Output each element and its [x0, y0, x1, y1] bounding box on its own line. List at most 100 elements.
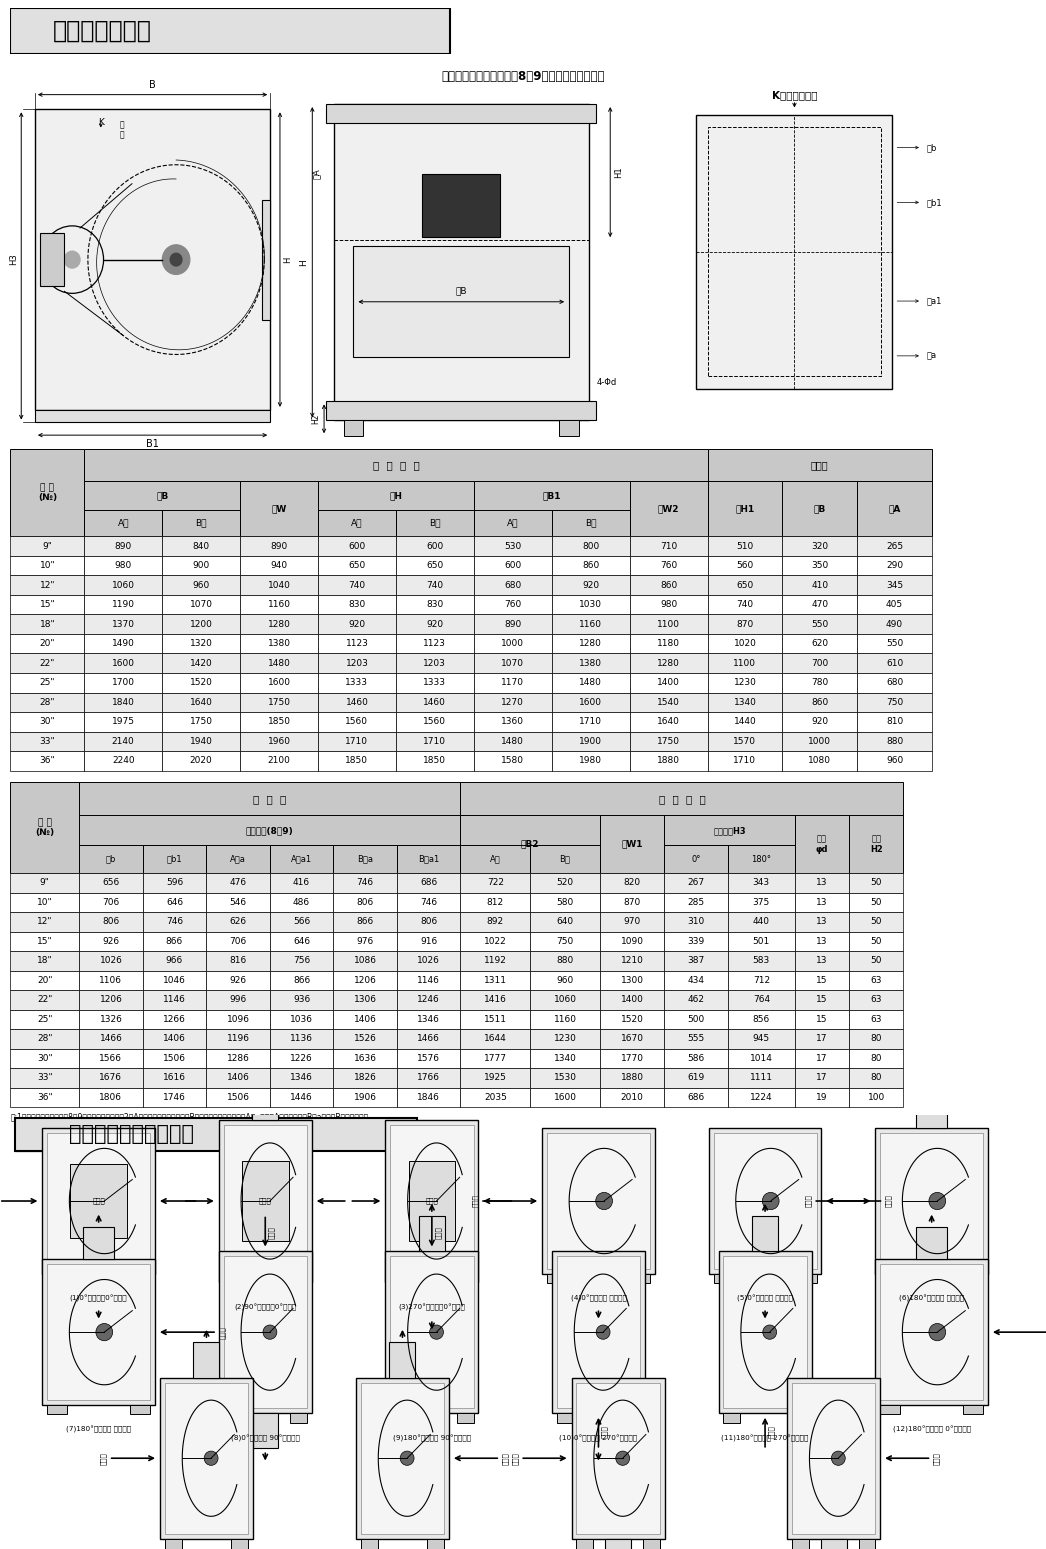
Text: 1777: 1777	[484, 1053, 507, 1063]
Bar	[551, 595, 630, 615]
Text: 980: 980	[660, 599, 677, 609]
Text: 320: 320	[812, 542, 828, 550]
Text: W: W	[457, 452, 465, 462]
Text: 1560: 1560	[424, 717, 447, 726]
Text: H: H	[282, 257, 292, 263]
Bar	[599, 971, 664, 990]
Text: 1146: 1146	[163, 996, 186, 1004]
Bar	[460, 1087, 530, 1108]
Bar	[881, 1132, 983, 1269]
Bar	[79, 1087, 142, 1108]
Text: 1576: 1576	[417, 1053, 440, 1063]
Bar	[782, 575, 857, 595]
Bar	[206, 971, 270, 990]
Text: B竖a1: B竖a1	[418, 855, 439, 864]
Text: 36": 36"	[40, 756, 55, 765]
Text: B型: B型	[585, 519, 596, 528]
Text: 吸风口: 吸风口	[258, 1197, 272, 1204]
Text: 1360: 1360	[501, 717, 524, 726]
Text: 竖b: 竖b	[927, 143, 937, 152]
Bar	[162, 595, 241, 615]
Text: 25": 25"	[40, 678, 55, 688]
Text: 1750: 1750	[268, 697, 291, 706]
Text: 387: 387	[687, 956, 705, 965]
Bar	[530, 1049, 599, 1069]
Bar	[79, 1049, 142, 1069]
Bar	[165, 1383, 248, 1534]
Bar	[206, 1087, 270, 1108]
Bar	[318, 482, 474, 510]
Text: (1)0°下出风口0°吸风口: (1)0°下出风口0°吸风口	[70, 1295, 128, 1303]
Bar	[551, 751, 630, 770]
Bar	[708, 127, 881, 376]
Bar	[241, 672, 318, 692]
Text: 1940: 1940	[189, 737, 212, 745]
Text: (10)0°下出风口 270°下吸风口: (10)0°下出风口 270°下吸风口	[560, 1434, 637, 1442]
Text: 764: 764	[753, 996, 770, 1004]
Text: (12)180°上出风口 0°上吸风口: (12)180°上出风口 0°上吸风口	[892, 1427, 971, 1433]
Bar	[385, 1252, 478, 1413]
Text: 吸风口: 吸风口	[268, 1227, 275, 1239]
Bar	[79, 815, 460, 846]
Bar	[530, 990, 599, 1010]
Text: 1180: 1180	[657, 640, 680, 647]
Bar	[460, 912, 530, 931]
Bar	[396, 1069, 460, 1087]
Text: 机座
H2: 机座 H2	[870, 835, 883, 853]
Text: 800: 800	[582, 542, 599, 550]
Bar	[79, 990, 142, 1010]
Bar	[849, 1029, 904, 1049]
Text: 760: 760	[504, 599, 521, 609]
Bar	[10, 713, 85, 731]
Text: 1270: 1270	[501, 697, 524, 706]
Bar	[396, 846, 460, 874]
Bar	[457, 1413, 474, 1422]
Bar	[857, 556, 932, 575]
Text: 405: 405	[886, 599, 903, 609]
Bar	[326, 401, 596, 420]
Bar	[752, 1216, 778, 1252]
Bar	[530, 892, 599, 912]
Text: 686: 686	[420, 878, 437, 888]
Text: 343: 343	[753, 878, 770, 888]
Bar	[782, 482, 857, 536]
Text: 1311: 1311	[484, 976, 507, 985]
Bar	[857, 751, 932, 770]
Text: 550: 550	[886, 640, 903, 647]
Text: 1880: 1880	[657, 756, 680, 765]
Bar	[792, 1383, 876, 1534]
Bar	[530, 1010, 599, 1029]
Text: 890: 890	[504, 620, 521, 629]
Bar	[162, 536, 241, 556]
Bar	[474, 713, 551, 731]
Text: 1636: 1636	[354, 1053, 377, 1063]
Text: 吸风口: 吸风口	[502, 1451, 508, 1465]
Text: 吸风口: 吸风口	[933, 1451, 940, 1465]
Bar	[881, 1275, 901, 1283]
Bar	[47, 1405, 68, 1414]
Bar	[460, 1069, 530, 1087]
Text: 1203: 1203	[424, 658, 447, 668]
Text: 1170: 1170	[501, 678, 524, 688]
Text: 1226: 1226	[290, 1053, 313, 1063]
Text: 1280: 1280	[657, 658, 680, 668]
Bar	[664, 951, 728, 971]
Bar	[849, 892, 904, 912]
Text: 竖A: 竖A	[312, 169, 321, 180]
Bar	[219, 1252, 312, 1413]
Text: 1060: 1060	[112, 581, 135, 590]
Bar	[318, 556, 395, 575]
Bar	[556, 1413, 573, 1422]
Bar	[10, 1049, 79, 1069]
Text: 619: 619	[687, 1073, 705, 1083]
Bar	[707, 556, 782, 575]
Text: 586: 586	[687, 1053, 705, 1063]
Bar	[530, 971, 599, 990]
Bar	[318, 713, 395, 731]
Bar	[787, 1377, 881, 1538]
Bar	[474, 556, 551, 575]
Text: 吸风口: 吸风口	[426, 1197, 438, 1204]
Text: 1280: 1280	[268, 620, 291, 629]
Text: 830: 830	[426, 599, 444, 609]
Circle shape	[96, 1323, 113, 1341]
